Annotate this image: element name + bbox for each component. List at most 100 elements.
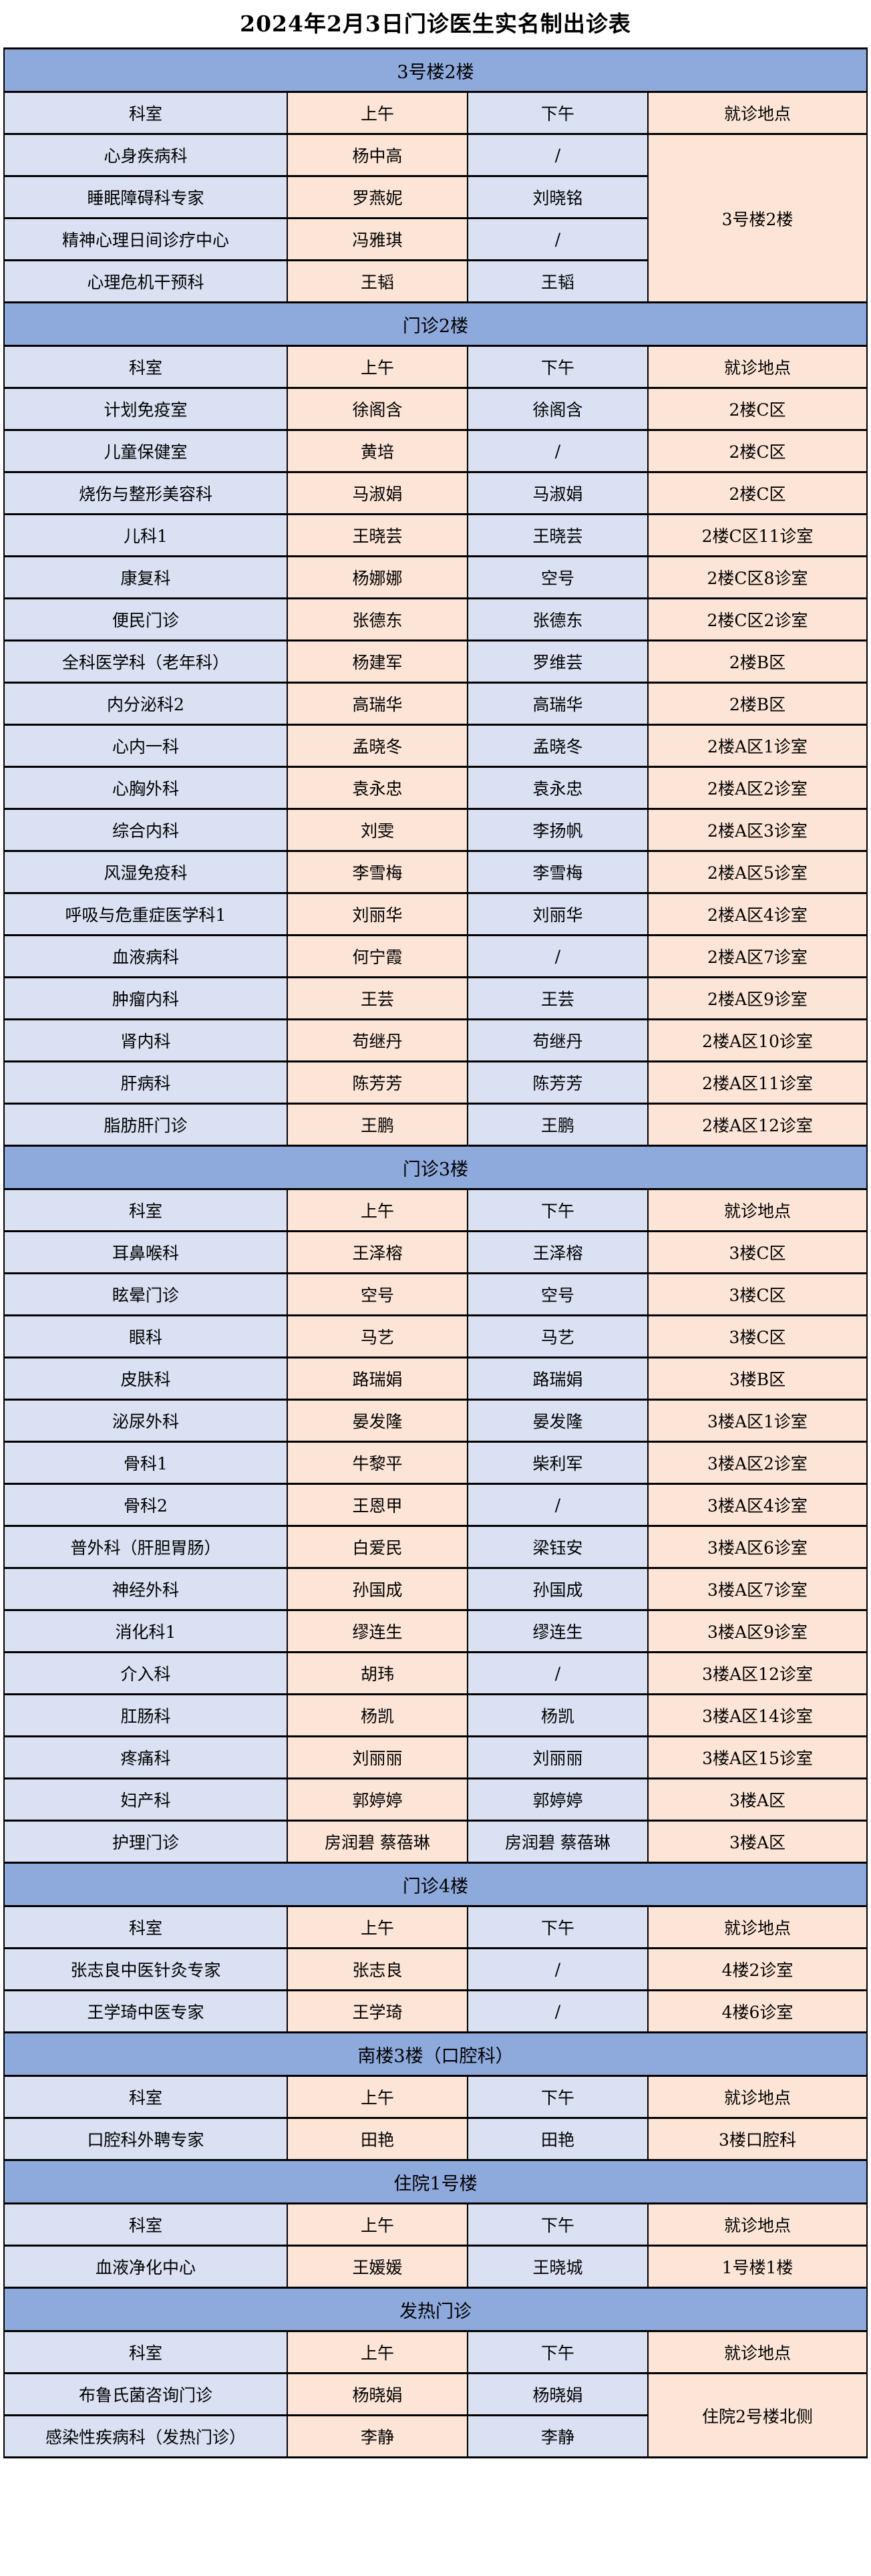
dept-cell: 骨科2 (3, 1483, 288, 1528)
table-row: 肾内科 苟继丹 苟继丹 2楼A区10诊室 (3, 1018, 868, 1063)
dept-cell: 全科医学科（老年科） (3, 639, 288, 684)
am-cell: 王恩甲 (286, 1483, 468, 1528)
pm-cell: / (466, 1483, 649, 1528)
location-cell: 2楼A区5诊室 (647, 850, 868, 895)
location-cell: 2楼A区11诊室 (647, 1060, 868, 1105)
pm-cell: 马淑娟 (466, 471, 649, 516)
dept-cell: 眼科 (3, 1314, 288, 1359)
location-cell: 3楼A区14诊室 (647, 1693, 868, 1738)
section-header: 3号楼2楼 (3, 47, 868, 94)
am-cell: 李雪梅 (286, 850, 468, 895)
dept-cell: 肛肠科 (3, 1693, 288, 1738)
col-header-morning: 上午 (286, 2330, 468, 2375)
table-row: 肛肠科 杨凯 杨凯 3楼A区14诊室 (3, 1693, 868, 1738)
table-row: 心内一科 孟晓冬 孟晓冬 2楼A区1诊室 (3, 724, 868, 768)
location-cell: 2楼C区2诊室 (647, 597, 868, 642)
col-header-morning: 上午 (286, 2202, 468, 2247)
dept-cell: 睡眠障碍科专家 (3, 175, 288, 220)
am-cell: 王韬 (286, 259, 468, 304)
pm-cell: 刘丽丽 (466, 1735, 649, 1780)
table-row: 骨科1 牛黎平 柴利军 3楼A区2诊室 (3, 1441, 868, 1485)
location-cell: 2楼C区11诊室 (647, 513, 868, 558)
am-cell: 牛黎平 (286, 1441, 468, 1485)
location-cell: 3楼A区2诊室 (647, 1441, 868, 1485)
location-cell: 2楼C区 (647, 429, 868, 474)
pm-cell: / (466, 133, 649, 178)
location-cell: 3楼口腔科 (647, 2117, 868, 2162)
col-header-location: 就诊地点 (647, 2075, 868, 2120)
location-cell: 2楼B区 (647, 682, 868, 726)
dept-cell: 肿瘤内科 (3, 976, 288, 1021)
location-cell: 2楼C区8诊室 (647, 555, 868, 600)
dept-cell: 便民门诊 (3, 597, 288, 642)
dept-cell: 王学琦中医专家 (3, 1989, 288, 2034)
am-cell: 王芸 (286, 976, 468, 1021)
pm-cell: 李扬帆 (466, 808, 649, 853)
pm-cell: 柴利军 (466, 1441, 649, 1485)
dept-cell: 心胸外科 (3, 766, 288, 811)
pm-cell: / (466, 1989, 649, 2034)
am-cell: 徐阁含 (286, 387, 468, 432)
schedule-page: 2024年2月3日门诊医生实名制出诊表 3号楼2楼 科室 上午 下午 就诊地点 心身疾病科… (3, 11, 868, 2459)
location-cell: 住院2号楼北侧 (647, 2372, 868, 2459)
location-cell: 2楼C区 (647, 387, 868, 432)
am-cell: 房润碧 蔡蓓琳 (286, 1820, 468, 1864)
dept-cell: 普外科（肝胆胃肠） (3, 1525, 288, 1570)
dept-cell: 儿童保健室 (3, 429, 288, 474)
am-cell: 王媛媛 (286, 2245, 468, 2289)
section-header: 门诊3楼 (3, 1145, 868, 1191)
pm-cell: 王鹏 (466, 1103, 649, 1147)
location-cell: 2楼A区3诊室 (647, 808, 868, 853)
dept-cell: 心身疾病科 (3, 133, 288, 178)
pm-cell: 空号 (466, 555, 649, 600)
pm-cell: 苟继丹 (466, 1018, 649, 1063)
am-cell: 孙国成 (286, 1567, 468, 1612)
pm-cell: 空号 (466, 1272, 649, 1317)
location-cell: 2楼C区 (647, 471, 868, 516)
location-cell: 1号楼1楼 (647, 2245, 868, 2289)
table-row: 介入科 胡玮/3楼A区12诊室 (3, 1651, 868, 1696)
section-header: 南楼3楼（口腔科） (3, 2031, 868, 2078)
dept-cell: 血液病科 (3, 934, 288, 979)
dept-cell: 骨科1 (3, 1441, 288, 1485)
location-cell: 2楼B区 (647, 639, 868, 684)
pm-cell: 李雪梅 (466, 850, 649, 895)
location-cell: 3楼A区 (647, 1777, 868, 1822)
location-cell: 2楼A区10诊室 (647, 1018, 868, 1063)
col-header-location: 就诊地点 (647, 1905, 868, 1950)
pm-cell: / (466, 1651, 649, 1696)
table-row: 神经外科 孙国成 孙国成 3楼A区7诊室 (3, 1567, 868, 1612)
table-row: 血液病科 何宁霞/2楼A区7诊室 (3, 934, 868, 979)
dept-cell: 皮肤科 (3, 1356, 288, 1401)
am-cell: 田艳 (286, 2117, 468, 2162)
location-cell: 3楼C区 (647, 1272, 868, 1317)
location-cell: 3楼A区7诊室 (647, 1567, 868, 1612)
table-row: 耳鼻喉科 王泽榕 王泽榕 3楼C区 (3, 1230, 868, 1275)
table-row: 布鲁氏菌咨询门诊 杨晓娟 杨晓娟 住院2号楼北侧 (3, 2372, 868, 2459)
table-row: 消化科1 缪连生 缪连生 3楼A区9诊室 (3, 1609, 868, 1654)
am-cell: 罗燕妮 (286, 175, 468, 220)
table-row: 肝病科 陈芳芳 陈芳芳 2楼A区11诊室 (3, 1060, 868, 1105)
column-header-row: 科室 上午 下午 就诊地点 (3, 1905, 868, 1950)
table-row: 眼科 马艺 马艺 3楼C区 (3, 1314, 868, 1359)
location-cell: 2楼A区2诊室 (647, 766, 868, 811)
am-cell: 杨凯 (286, 1693, 468, 1738)
dept-cell: 呼吸与危重症医学科1 (3, 892, 288, 937)
location-cell: 3楼A区15诊室 (647, 1735, 868, 1780)
dept-cell: 血液净化中心 (3, 2245, 288, 2289)
table-row: 综合内科 刘雯 李扬帆 2楼A区3诊室 (3, 808, 868, 853)
dept-cell: 妇产科 (3, 1777, 288, 1822)
section-header-row: 住院1号楼 (3, 2159, 868, 2205)
pm-cell: 路瑞娟 (466, 1356, 649, 1401)
pm-cell: 缪连生 (466, 1609, 649, 1654)
am-cell: 苟继丹 (286, 1018, 468, 1063)
column-header-row: 科室 上午 下午 就诊地点 (3, 2202, 868, 2247)
dept-cell: 综合内科 (3, 808, 288, 853)
dept-cell: 风湿免疫科 (3, 850, 288, 895)
am-cell: 陈芳芳 (286, 1060, 468, 1105)
table-row: 血液净化中心 王媛媛 王晓城 1号楼1楼 (3, 2245, 868, 2289)
pm-cell: 高瑞华 (466, 682, 649, 726)
col-header-afternoon: 下午 (466, 2202, 649, 2247)
dept-cell: 耳鼻喉科 (3, 1230, 288, 1275)
pm-cell: 王芸 (466, 976, 649, 1021)
